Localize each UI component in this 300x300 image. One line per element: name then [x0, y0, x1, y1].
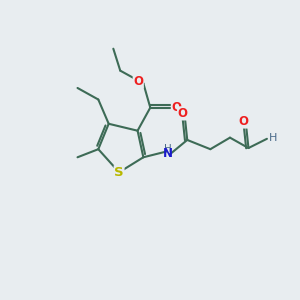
- Text: H: H: [164, 144, 172, 154]
- Text: O: O: [178, 107, 188, 120]
- Text: O: O: [171, 100, 182, 114]
- Text: N: N: [163, 147, 172, 160]
- Text: H: H: [269, 133, 278, 142]
- Text: O: O: [133, 75, 143, 88]
- Text: O: O: [239, 115, 249, 128]
- Text: S: S: [114, 166, 124, 179]
